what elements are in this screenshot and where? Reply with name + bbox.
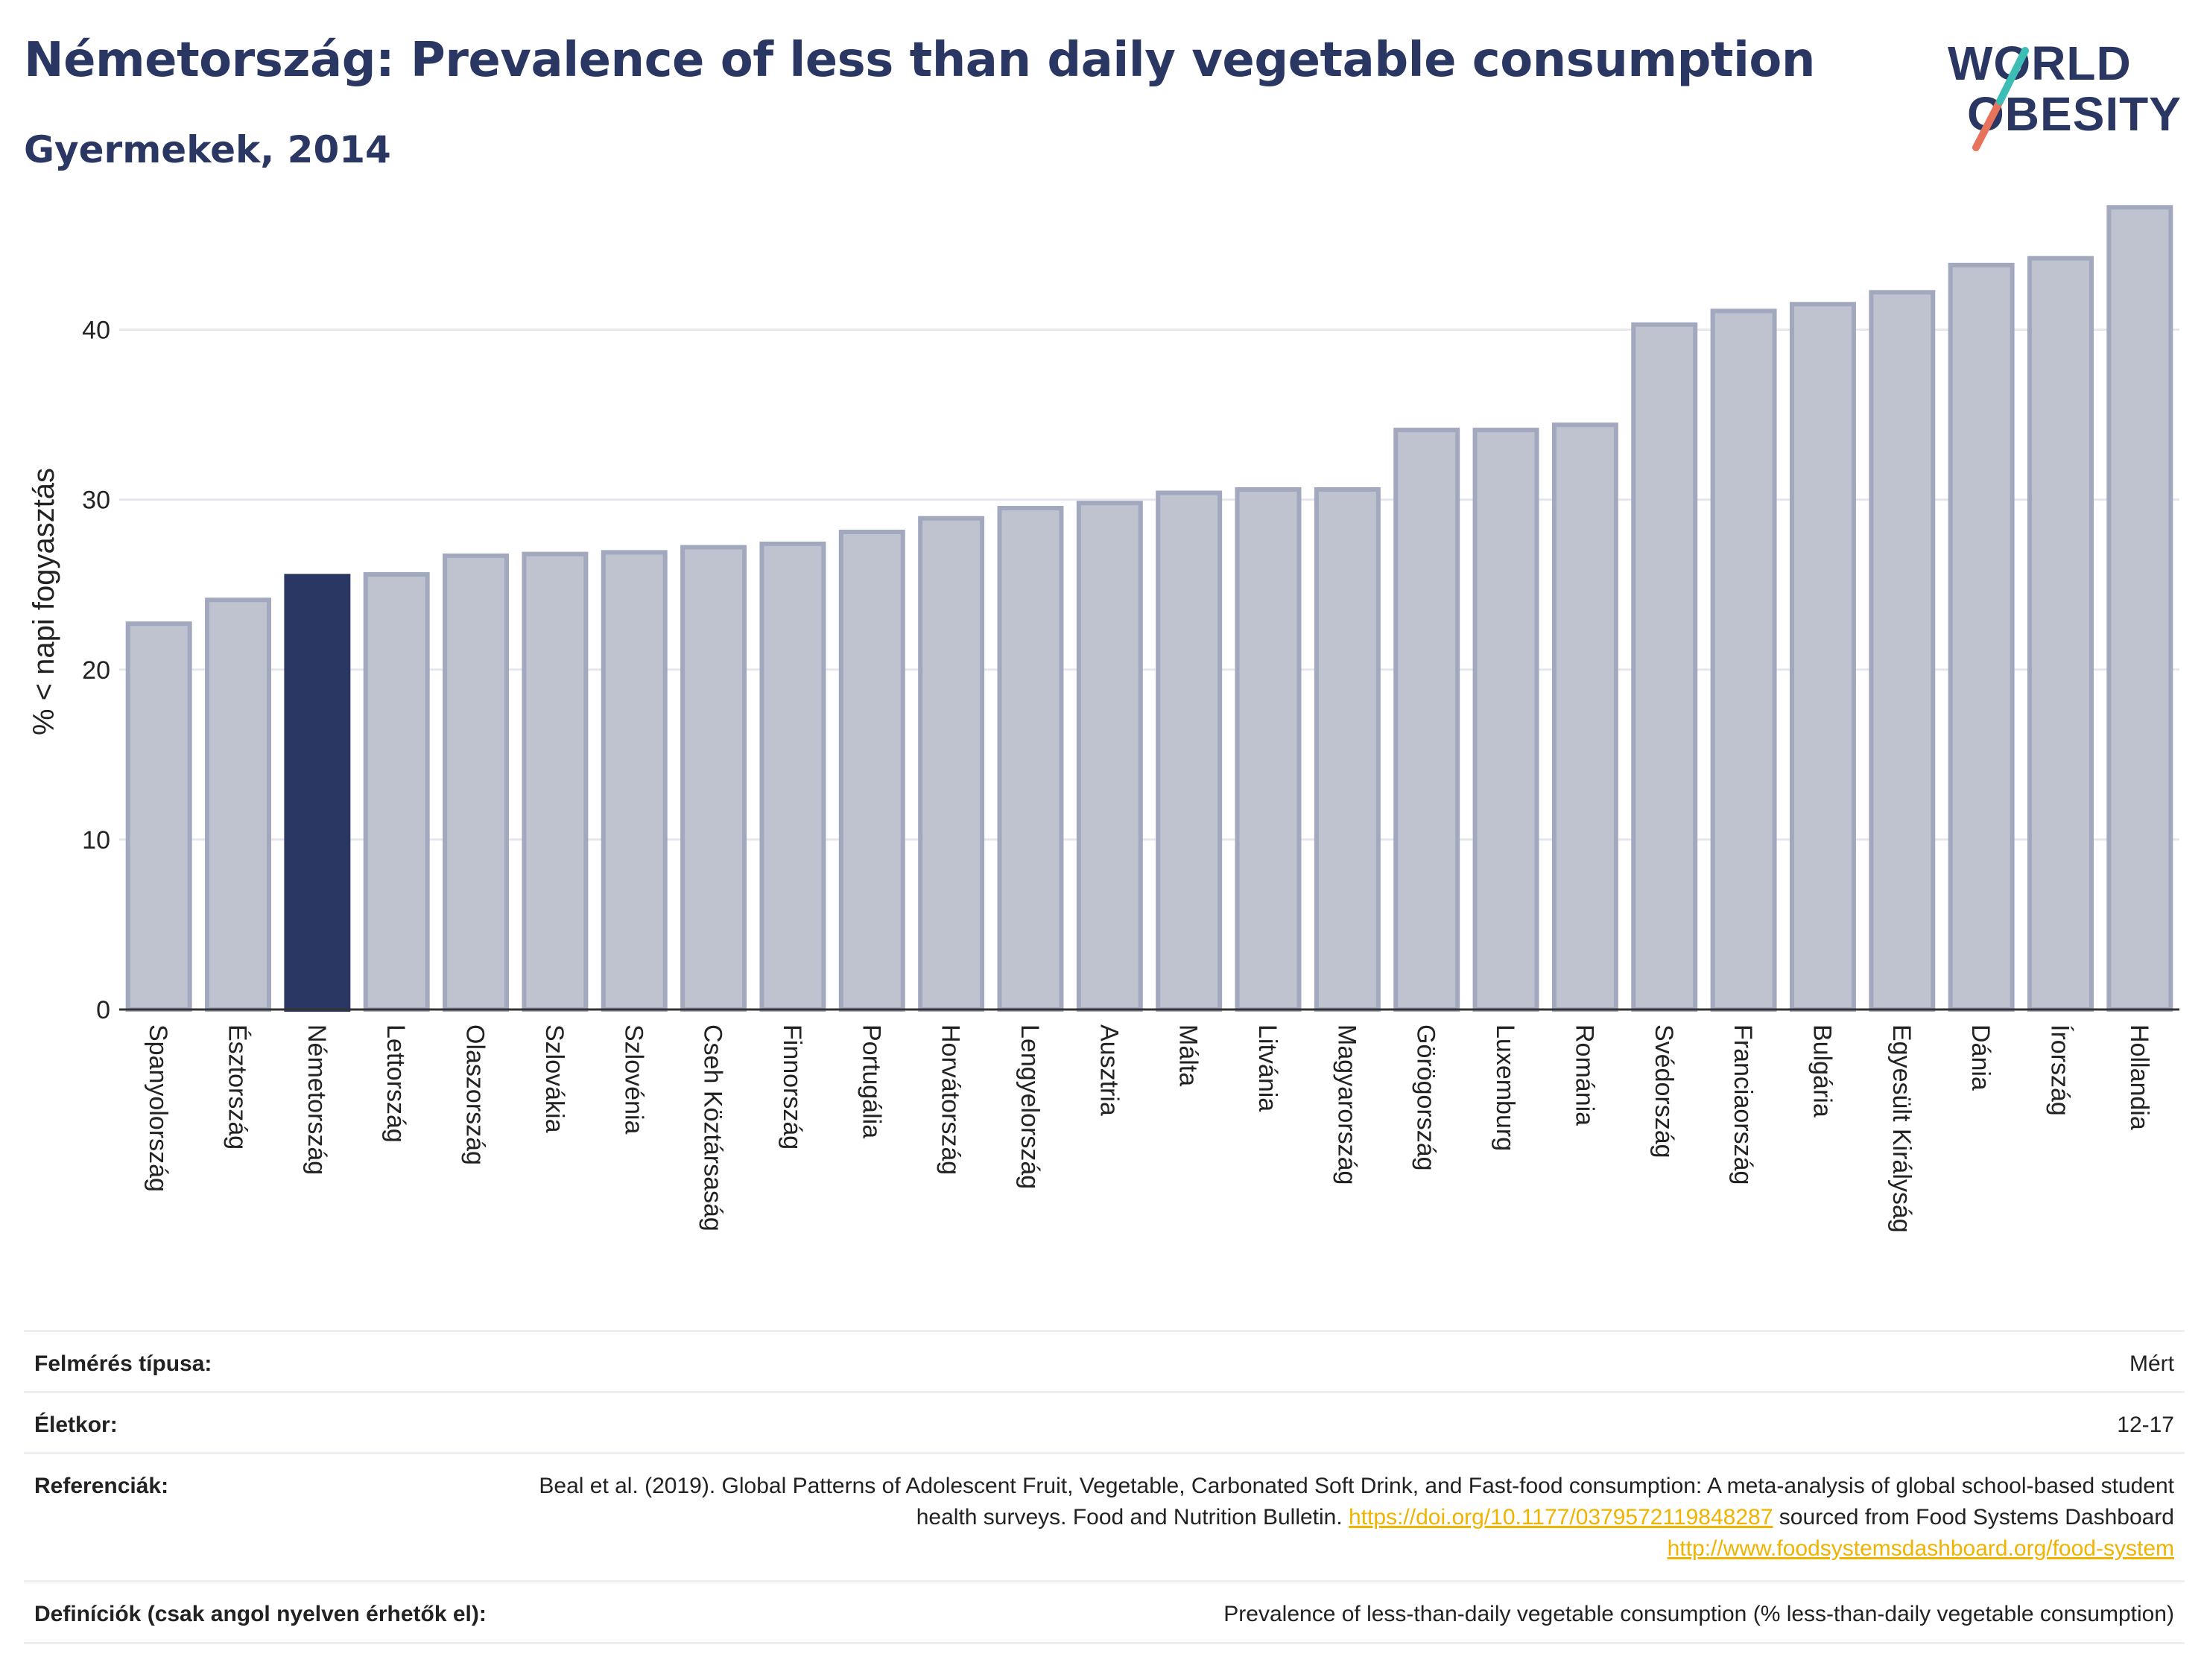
x-tick-label: Olaszország	[461, 1024, 490, 1165]
bar-country[interactable]	[997, 506, 1064, 1012]
bar-country[interactable]	[1551, 422, 1618, 1012]
x-tick-label: Litvánia	[1253, 1024, 1282, 1112]
logo-slash-icon	[1972, 47, 2029, 151]
bar-country[interactable]	[443, 553, 510, 1012]
x-tick-label: Szlovákia	[540, 1024, 569, 1133]
x-tick-label: Szlovénia	[619, 1024, 647, 1135]
bar-country[interactable]	[125, 621, 192, 1012]
x-tick-label: Cseh Köztársaság	[699, 1024, 727, 1232]
y-axis-label: % < napi fogyasztás	[28, 468, 60, 735]
x-tick-label: Svédország	[1650, 1024, 1678, 1158]
x-tick-label: Lettország	[381, 1024, 410, 1143]
x-tick-label: Írország	[2045, 1024, 2074, 1116]
x-tick-label: Bulgária	[1808, 1024, 1836, 1118]
bar-country[interactable]	[759, 541, 826, 1012]
references-text: Beal et al. (2019). Global Patterns of A…	[535, 1471, 2174, 1565]
bar-country[interactable]	[1314, 486, 1381, 1012]
doi-link[interactable]: https://doi.org/10.1177/0379572119848287	[1349, 1505, 1773, 1530]
info-row-definitions: Definíciók (csak angol nyelven érhetők e…	[24, 1580, 2185, 1644]
chart-subtitle: Gyermekek, 2014	[24, 128, 391, 171]
references-label: Referenciák:	[34, 1474, 169, 1498]
bar-country[interactable]	[1948, 262, 2015, 1012]
bar-country[interactable]	[1235, 486, 1302, 1012]
definitions-value: Prevalence of less-than-daily vegetable …	[1223, 1602, 2174, 1626]
age-value: 12-17	[2117, 1413, 2174, 1437]
bar-highlight[interactable]	[284, 574, 351, 1012]
x-tick-label: Magyarország	[1332, 1024, 1361, 1185]
bar-chart: 0 10 20 30 40 % < napi fogyasztás Spanyolorszá…	[28, 205, 2179, 1233]
world-obesity-logo: WORLD OBESITY	[1937, 30, 2183, 156]
info-row-references: Referenciák: Beal et al. (2019). Global …	[24, 1452, 2185, 1581]
x-tick-label: Horvátország	[937, 1024, 965, 1175]
x-tick-label: Luxemburg	[1491, 1024, 1519, 1151]
x-tick-label: Észtország	[224, 1024, 252, 1150]
x-tick-label: Németország	[303, 1024, 331, 1175]
x-tick-label: Portugália	[857, 1024, 885, 1138]
y-tick-label: 0	[96, 996, 110, 1024]
x-tick-label: Spanyolország	[144, 1024, 172, 1192]
bar-country[interactable]	[680, 545, 747, 1012]
y-tick-label: 10	[82, 826, 110, 855]
logo-line-1: WORLD	[1948, 37, 2132, 90]
x-tick-label: Lengyelország	[1016, 1024, 1044, 1189]
x-tick-label: Ausztria	[1095, 1024, 1123, 1116]
survey-type-value: Mért	[2129, 1351, 2174, 1376]
x-tick-label: Hollandia	[2125, 1024, 2153, 1130]
x-tick-label: Málta	[1174, 1024, 1203, 1086]
references-citation: Beal et al. (2019). Global Patterns of A…	[539, 1474, 2174, 1530]
bar-country[interactable]	[205, 597, 271, 1012]
bar-country[interactable]	[522, 551, 589, 1012]
bar-country[interactable]	[2027, 256, 2094, 1012]
bar-country[interactable]	[2106, 205, 2173, 1012]
info-row-age: Életkor: 12-17	[24, 1391, 2185, 1453]
survey-type-label: Felmérés típusa:	[34, 1351, 212, 1376]
references-source: sourced from Food Systems Dashboard	[1773, 1505, 2174, 1530]
y-tick-label: 30	[82, 486, 110, 515]
bar-country[interactable]	[1076, 501, 1143, 1012]
bar-country[interactable]	[601, 550, 668, 1012]
bar-country[interactable]	[1393, 428, 1460, 1012]
bar-country[interactable]	[1472, 428, 1539, 1012]
bar-country[interactable]	[1710, 308, 1777, 1012]
x-tick-label: Görögország	[1412, 1024, 1440, 1171]
bar-country[interactable]	[363, 572, 430, 1012]
bar-country[interactable]	[1789, 302, 1856, 1012]
chart-title: Németország: Prevalence of less than dai…	[24, 33, 1815, 88]
bar-country[interactable]	[1869, 290, 1936, 1012]
definitions-label: Definíciók (csak angol nyelven érhetők e…	[34, 1602, 487, 1626]
info-row-survey: Felmérés típusa: Mért	[24, 1330, 2185, 1392]
x-tick-label: Románia	[1570, 1024, 1598, 1126]
x-tick-label: Egyesült Királyság	[1887, 1024, 1916, 1233]
bar-country[interactable]	[1156, 490, 1223, 1012]
x-tick-label: Finnország	[778, 1024, 806, 1150]
x-tick-label: Dánia	[1966, 1024, 1995, 1091]
x-tick-label: Franciaország	[1729, 1024, 1757, 1185]
y-tick-label: 20	[82, 656, 110, 685]
age-label: Életkor:	[34, 1413, 118, 1437]
food-systems-dashboard-link[interactable]: http://www.foodsystemsdashboard.org/food…	[1667, 1536, 2174, 1561]
bar-country[interactable]	[838, 529, 905, 1012]
bar-country[interactable]	[918, 516, 985, 1012]
bar-country[interactable]	[1631, 322, 1698, 1012]
y-tick-label: 40	[82, 317, 110, 345]
